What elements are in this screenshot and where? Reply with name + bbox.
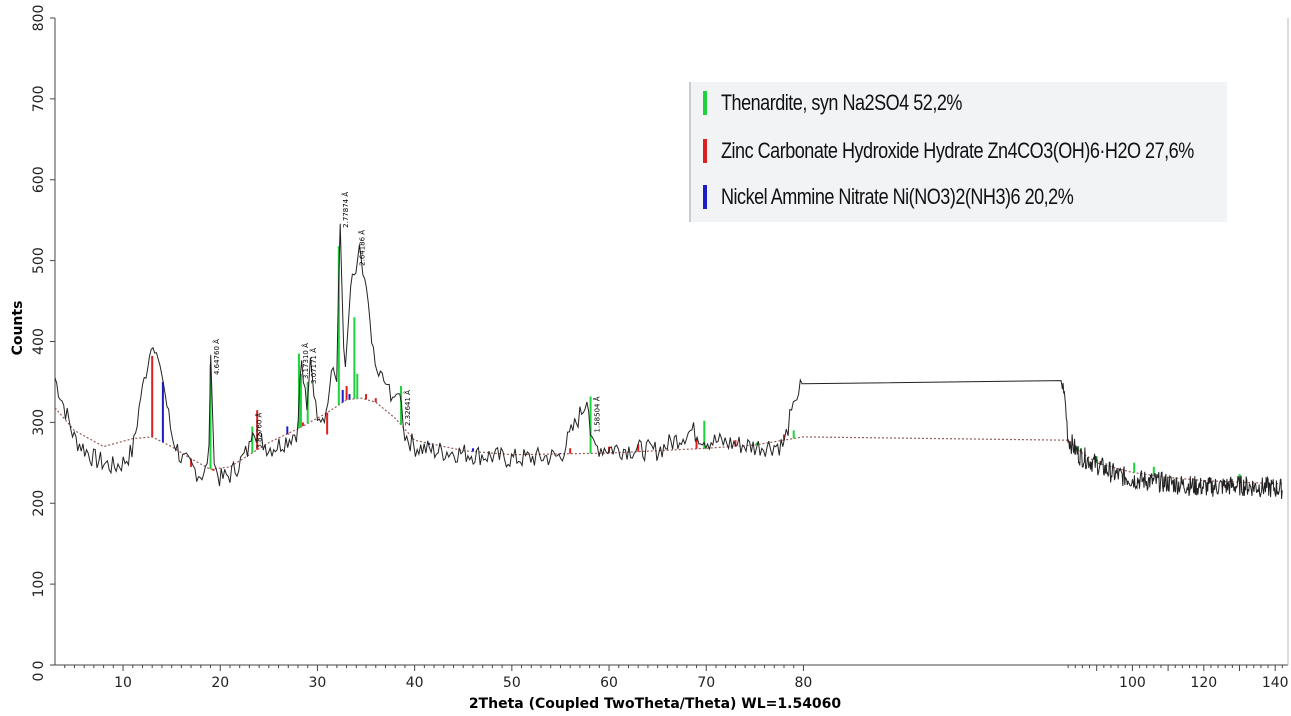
background-layer — [54, 397, 1283, 485]
x-axis-title: 2Theta (Coupled TwoTheta/Theta) WL=1.540… — [469, 696, 842, 712]
y-axis-title: Counts — [10, 301, 26, 356]
peak-d-spacing-label: 1.58504 Å — [593, 396, 602, 432]
legend-item-zinc-carbonate: Zinc Carbonate Hydroxide Hydrate Zn4CO3(… — [703, 134, 1291, 168]
legend-label: Zinc Carbonate Hydroxide Hydrate Zn4CO3(… — [721, 138, 1194, 163]
peak-d-spacing-label: 2.64186 Å — [357, 230, 366, 266]
x-tick-label: 80 — [795, 675, 813, 691]
x-tick-label: 30 — [309, 675, 327, 691]
legend-item-nickel-ammine: Nickel Ammine Nitrate Ni(NO3)2(NH3)6 20,… — [703, 180, 1151, 214]
x-tick-label: 50 — [503, 675, 521, 691]
x-tick-label: 120 — [1190, 675, 1217, 691]
y-tick-label: 800 — [31, 5, 47, 32]
peak-d-spacing-label: 2.32641 Å — [403, 390, 412, 426]
y-tick-label: 100 — [31, 571, 47, 598]
peak-d-spacing-label: 3.82760 Å — [254, 412, 263, 448]
legend: Thenardite, syn Na2SO4 52,2% Zinc Carbon… — [689, 82, 1227, 222]
peak-labels-layer: 4.64760 Å 3.82760 Å 3.17310 Å 3.07171 Å 2.77… — [212, 192, 602, 449]
x-tick-label: 20 — [211, 675, 229, 691]
x-tick-label: 60 — [600, 675, 618, 691]
legend-label: Thenardite, syn Na2SO4 52,2% — [721, 90, 962, 115]
peak-d-spacing-label: 4.64760 Å — [212, 339, 221, 375]
y-tick-label: 400 — [31, 328, 47, 355]
pattern-layer — [54, 223, 1283, 500]
x-tick-label: 140 — [1262, 675, 1289, 691]
y-tick-label: 700 — [31, 86, 47, 113]
measured-pattern-line — [54, 223, 1283, 500]
peak-d-spacing-label: 3.07171 Å — [309, 348, 318, 384]
x-tick-label: 10 — [114, 675, 132, 691]
y-tick-label: 200 — [31, 490, 47, 517]
legend-swatch-green — [703, 91, 707, 115]
legend-item-thenardite: Thenardite, syn Na2SO4 52,2% — [703, 86, 1015, 120]
x-tick-label: 40 — [406, 675, 424, 691]
peak-d-spacing-label: 3.17310 Å — [301, 343, 310, 379]
peak-d-spacing-label: 2.77874 Å — [341, 192, 350, 228]
background-curve — [54, 397, 1283, 485]
x-tick-label: 70 — [697, 675, 715, 691]
legend-label: Nickel Ammine Nitrate Ni(NO3)2(NH3)6 20,… — [721, 184, 1074, 209]
y-tick-label: 500 — [31, 247, 47, 274]
y-tick-label: 0 — [31, 661, 47, 670]
y-tick-label: 300 — [31, 409, 47, 436]
y-tick-label: 0 — [31, 673, 47, 682]
legend-swatch-blue — [703, 185, 707, 209]
y-tick-label: 600 — [31, 166, 47, 193]
legend-swatch-red — [703, 139, 707, 163]
x-tick-label: 100 — [1119, 675, 1146, 691]
